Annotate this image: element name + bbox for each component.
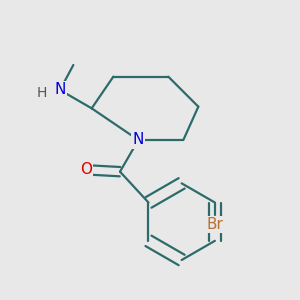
Text: Br: Br xyxy=(206,217,223,232)
Text: H: H xyxy=(37,86,47,100)
Text: N: N xyxy=(133,133,144,148)
Text: N: N xyxy=(54,82,66,98)
Text: O: O xyxy=(80,163,92,178)
